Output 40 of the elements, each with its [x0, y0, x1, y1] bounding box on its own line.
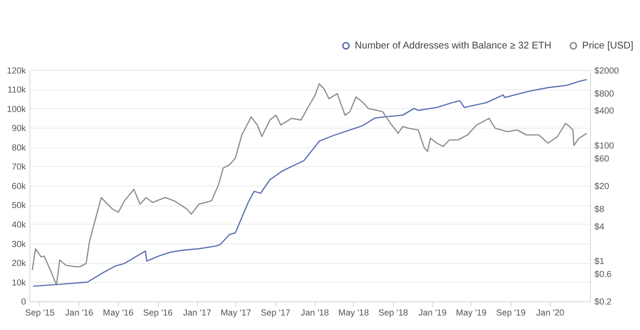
y-tick-label: 60k: [12, 180, 27, 191]
y-tick-label: 40k: [12, 220, 27, 230]
y2-tick-label: $20: [594, 180, 610, 191]
x-tick-label: Sep '17: [260, 307, 290, 318]
y2-tick-label: $0.2: [594, 296, 612, 307]
y2-tick-label: $0.6: [594, 269, 612, 280]
y-tick-label: 110k: [8, 84, 27, 95]
y2-tick-label: $100: [594, 140, 614, 151]
x-tick-label: May '16: [102, 307, 134, 318]
x-tick-label: May '18: [338, 307, 369, 318]
y2-tick-label: $2000: [594, 65, 620, 76]
y-tick-label: 80k: [12, 142, 27, 152]
y2-tick-label: $60: [594, 153, 610, 164]
x-tick-label: May '19: [456, 307, 487, 318]
x-tick-label: May '17: [220, 307, 252, 318]
y2-tick-label: $800: [594, 88, 614, 98]
y-tick-label: 30k: [12, 238, 27, 249]
y-tick-label: 10k: [12, 277, 27, 288]
x-tick-label: Sep '15: [25, 307, 55, 318]
y-tick-label: 120k: [6, 65, 27, 76]
x-tick-label: Jan '20: [536, 307, 564, 318]
y-tick-label: 0: [21, 296, 26, 307]
y2-tick-label: $4: [594, 221, 604, 232]
x-tick-label: Jan '16: [65, 307, 94, 318]
x-tick-label: Jan '18: [300, 307, 330, 318]
x-tick-label: Jan '17: [183, 307, 212, 318]
y-tick-label: 50k: [12, 200, 27, 210]
y-tick-label: 20k: [12, 258, 27, 268]
y2-tick-label: $1: [594, 256, 604, 266]
y2-tick-label: $400: [594, 106, 614, 116]
x-tick-label: Sep '16: [143, 307, 173, 318]
y-tick-label: 100k: [6, 104, 27, 114]
legend-label: Price [USD]: [582, 40, 634, 52]
legend-label: Number of Addresses with Balance ≥ 32 ETH: [354, 40, 552, 52]
y2-tick-label: $8: [594, 204, 604, 214]
x-tick-label: Sep '18: [378, 307, 408, 318]
x-tick-label: Sep '19: [496, 307, 526, 318]
y-tick-label: 90k: [12, 123, 27, 134]
x-tick-label: Jan '19: [418, 307, 447, 318]
y-tick-label: 70k: [12, 162, 27, 172]
